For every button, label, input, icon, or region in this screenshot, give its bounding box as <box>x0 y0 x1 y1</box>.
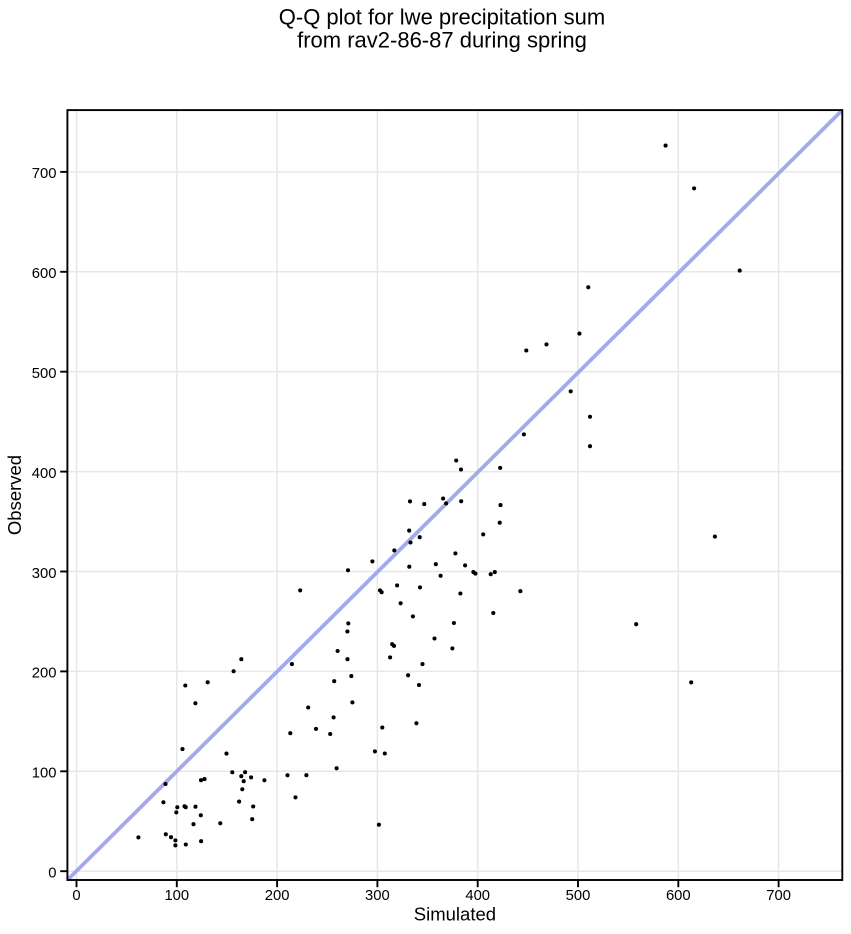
svg-text:100: 100 <box>32 766 57 782</box>
svg-text:500: 500 <box>32 366 57 382</box>
svg-text:0: 0 <box>48 866 56 882</box>
svg-text:Simulated: Simulated <box>414 904 496 925</box>
svg-text:Observed: Observed <box>4 455 25 535</box>
svg-text:400: 400 <box>32 466 57 482</box>
svg-text:500: 500 <box>566 888 591 904</box>
svg-text:200: 200 <box>32 666 57 682</box>
svg-text:0: 0 <box>72 888 80 904</box>
svg-text:200: 200 <box>265 888 290 904</box>
svg-text:400: 400 <box>465 888 490 904</box>
svg-text:300: 300 <box>365 888 390 904</box>
svg-text:600: 600 <box>666 888 691 904</box>
svg-text:100: 100 <box>164 888 189 904</box>
svg-text:300: 300 <box>32 566 57 582</box>
svg-text:from rav2-86-87 during spring: from rav2-86-87 during spring <box>297 27 587 52</box>
svg-text:Q-Q plot for lwe precipitation: Q-Q plot for lwe precipitation sum <box>279 5 605 30</box>
svg-text:600: 600 <box>32 266 57 282</box>
svg-text:700: 700 <box>32 166 57 182</box>
svg-text:700: 700 <box>766 888 791 904</box>
